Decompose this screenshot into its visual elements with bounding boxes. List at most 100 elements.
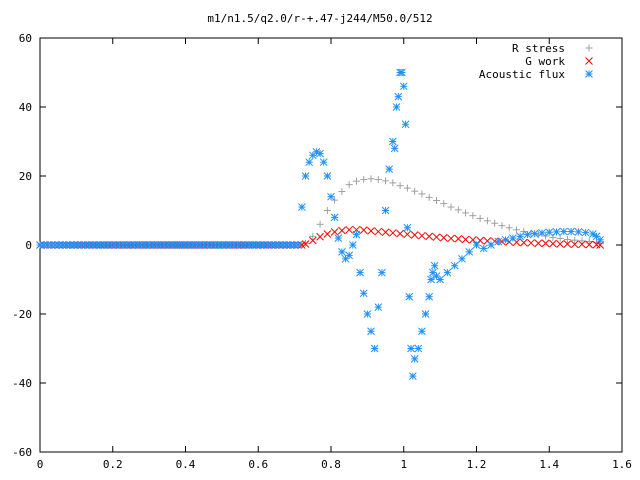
- series-2: [36, 68, 605, 380]
- data-point: [403, 230, 412, 239]
- data-point: [279, 241, 288, 249]
- data-point: [458, 254, 466, 263]
- data-point: [401, 120, 410, 129]
- y-tick-label: -60: [12, 446, 32, 459]
- data-point: [301, 240, 310, 248]
- data-point: [501, 235, 510, 244]
- x-tick-label: 0: [37, 458, 44, 471]
- data-point: [425, 193, 433, 201]
- data-point: [494, 237, 503, 246]
- data-point: [294, 241, 303, 249]
- data-point: [360, 175, 368, 183]
- data-point: [398, 68, 406, 77]
- data-point: [69, 241, 78, 249]
- data-point: [498, 222, 506, 230]
- data-point: [51, 241, 59, 249]
- data-point: [574, 228, 583, 236]
- data-point: [319, 158, 328, 167]
- y-tick-label: 20: [19, 170, 32, 183]
- data-point: [367, 327, 375, 336]
- data-point: [394, 92, 403, 101]
- data-point: [345, 181, 353, 189]
- y-tick-label: -20: [12, 308, 32, 321]
- data-point: [390, 144, 399, 153]
- data-point: [552, 228, 561, 236]
- data-point: [256, 241, 265, 249]
- data-point: [509, 234, 517, 242]
- data-point: [381, 228, 390, 237]
- data-point: [223, 241, 231, 249]
- data-point: [308, 236, 317, 245]
- data-point: [316, 232, 324, 241]
- data-point: [418, 190, 426, 198]
- data-point: [436, 275, 444, 284]
- data-point: [430, 261, 439, 270]
- data-point: [208, 241, 216, 249]
- x-tick-label: 0.8: [321, 458, 341, 471]
- data-point: [418, 231, 426, 240]
- data-point: [309, 232, 317, 240]
- data-point: [36, 241, 44, 249]
- data-point: [382, 177, 390, 185]
- data-point: [447, 234, 455, 243]
- data-point: [170, 241, 179, 249]
- y-tick-label: 40: [19, 101, 32, 114]
- data-point: [570, 240, 579, 249]
- data-point: [585, 238, 593, 246]
- data-point: [392, 103, 401, 111]
- data-point: [519, 238, 528, 247]
- data-point: [396, 229, 404, 238]
- data-point: [316, 149, 324, 158]
- data-point: [469, 212, 477, 220]
- data-point: [541, 239, 550, 248]
- data-point: [264, 241, 273, 249]
- data-point: [559, 227, 568, 236]
- data-point: [352, 230, 361, 239]
- data-marks: [36, 68, 605, 380]
- data-point: [432, 196, 440, 204]
- data-point: [479, 244, 488, 253]
- data-point: [476, 214, 484, 222]
- data-point: [39, 241, 48, 249]
- data-point: [54, 241, 63, 249]
- data-point: [301, 172, 310, 180]
- data-point: [323, 207, 331, 214]
- data-point: [418, 327, 426, 336]
- legend-label: R stress: [512, 42, 565, 55]
- data-point: [305, 158, 314, 167]
- data-point: [140, 241, 149, 249]
- legend-marker: [585, 57, 593, 65]
- data-point: [454, 206, 462, 214]
- data-point: [316, 220, 324, 228]
- data-point: [356, 268, 364, 277]
- data-point: [330, 228, 339, 236]
- data-point: [374, 227, 383, 236]
- data-point: [505, 224, 513, 232]
- legend-marker: [585, 44, 593, 52]
- data-point: [563, 240, 572, 248]
- data-point: [330, 213, 339, 222]
- data-point: [585, 240, 594, 249]
- y-tick-label: 0: [25, 239, 32, 252]
- data-point: [428, 268, 437, 277]
- data-point: [359, 226, 368, 235]
- data-point: [411, 187, 419, 195]
- data-point: [513, 226, 521, 234]
- data-point: [367, 227, 375, 235]
- data-point: [352, 177, 360, 185]
- data-point: [410, 231, 419, 239]
- data-point: [483, 217, 491, 225]
- data-point: [440, 200, 448, 208]
- x-tick-label: 0.6: [248, 458, 268, 471]
- data-point: [476, 236, 484, 245]
- data-point: [359, 289, 368, 298]
- data-point: [408, 372, 417, 380]
- data-point: [571, 236, 579, 244]
- data-point: [403, 223, 412, 232]
- y-tick-label: -40: [12, 377, 32, 390]
- chart-title: m1/n1.5/q2.0/r-+.47-j244/M50.0/512: [207, 12, 432, 25]
- data-point: [385, 165, 394, 173]
- data-point: [338, 226, 346, 235]
- data-point: [556, 240, 565, 248]
